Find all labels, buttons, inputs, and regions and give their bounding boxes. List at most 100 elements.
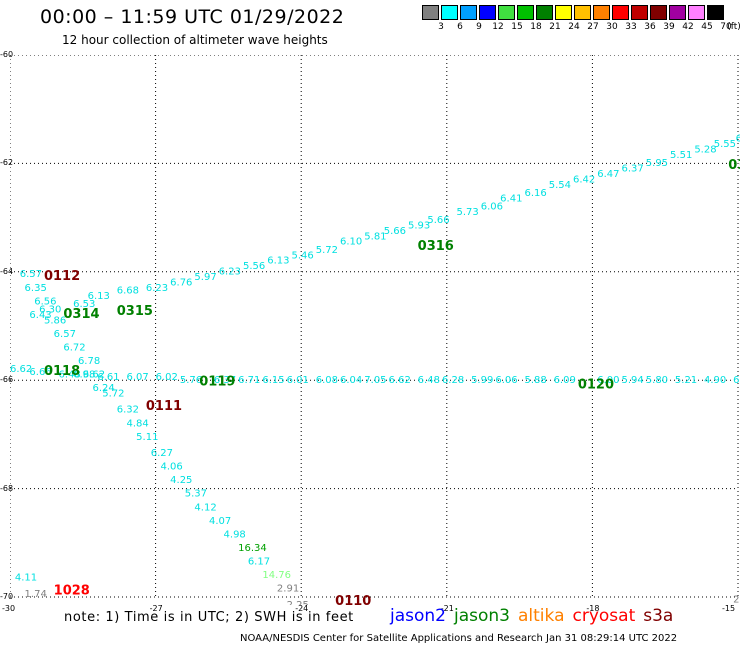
wave-height-value: 2.25 (287, 600, 309, 605)
wave-height-value: 6.02 (156, 372, 178, 383)
wave-height-value: 6.42 (573, 174, 595, 185)
wave-height-value: 7.05 (364, 375, 386, 386)
satellite-name: cryosat (572, 606, 636, 626)
wave-height-value: 6.13 (267, 256, 289, 267)
wave-height-value: 6.62 (10, 364, 32, 375)
wave-height-value: 4.90 (704, 375, 726, 386)
legend-label: 24 (568, 22, 580, 32)
longitude-tick-label: -30 (2, 604, 16, 613)
wave-height-value: 6.27 (151, 448, 173, 459)
wave-height-value: 6.47 (597, 169, 619, 180)
legend-label: 36 (644, 22, 656, 32)
pass-time-label: 0118 (44, 364, 80, 379)
latitude-tick-label: -62 (0, 158, 14, 168)
satellite-name: s3a (643, 606, 674, 626)
wave-height-value: 5.73 (457, 207, 479, 218)
latitude-tick-label: -60 (0, 50, 14, 59)
legend-swatch (460, 5, 477, 20)
wave-height-value: 6.06 (481, 201, 503, 212)
satellite-legend: jason2 jason3 altika cryosat s3a (390, 606, 681, 626)
wave-height-value: 6 (733, 375, 739, 386)
wave-height-value: 6.62 (389, 375, 411, 386)
satellite-name: altika (518, 606, 565, 626)
longitude-tick-label: -24 (295, 604, 309, 613)
wave-height-value: 1.74 (25, 589, 47, 600)
latitude-tick-label: -64 (0, 266, 14, 276)
wave-height-value: 5.28 (694, 145, 716, 156)
wave-height-value: 4.84 (126, 418, 148, 429)
wave-height-value: 6.32 (117, 405, 139, 416)
pass-time-label: 0120 (578, 377, 614, 392)
legend-label: 18 (530, 22, 542, 32)
wave-height-value: 6.35 (25, 283, 47, 294)
wave-height-value: 5.72 (102, 388, 124, 399)
units-note: note: 1) Time is in UTC; 2) SWH is in fe… (64, 610, 354, 625)
wave-height-value: 5.66 (427, 215, 449, 226)
wave-height-value: 5.54 (549, 180, 571, 191)
wave-height-value: 6.13 (88, 291, 110, 302)
legend-swatch (650, 5, 667, 20)
wave-height-value: 6.43 (29, 310, 51, 321)
legend-label: 39 (663, 22, 675, 32)
legend-swatch (688, 5, 705, 20)
wave-height-value: 6.76 (170, 277, 192, 288)
wave-height-value: 4.12 (194, 502, 216, 513)
wave-height-value: 6.23 (146, 283, 168, 294)
longitude-tick-label: -21 (440, 604, 454, 613)
wave-height-value: 16.34 (238, 543, 267, 554)
wave-height-value: 5.93 (408, 220, 430, 231)
wave-height-value: 6.23 (219, 267, 241, 278)
wave-height-value: 2.8 (733, 594, 740, 605)
legend-label: 45 (701, 22, 713, 32)
pass-time-label: 0314 (63, 307, 99, 322)
pass-time-label: 0317 (728, 158, 740, 173)
wave-height-value: 6.71 (238, 375, 260, 386)
wave-height-value: 5.66 (384, 226, 406, 237)
legend-label: 33 (625, 22, 637, 32)
legend-label: 15 (511, 22, 523, 32)
legend-swatch (631, 5, 648, 20)
legend-label: 9 (476, 22, 482, 32)
legend-swatch (498, 5, 515, 20)
wave-height-value: 4.25 (170, 475, 192, 486)
legend-swatch (536, 5, 553, 20)
wave-height-value: 6.72 (63, 342, 85, 353)
wave-height-value: 6.98 (73, 369, 95, 380)
wave-height-value: 6.01 (287, 375, 309, 386)
wave-height-value: 6.16 (524, 188, 546, 199)
wave-height-value: 6.15 (262, 375, 284, 386)
legend-label: 30 (606, 22, 618, 32)
latitude-tick-label: -68 (0, 483, 14, 493)
wave-height-value: 6.37 (622, 164, 644, 175)
wave-height-value: 6.62 (83, 369, 105, 380)
wave-height-value: 6.10 (340, 237, 362, 248)
legend-label: 21 (549, 22, 561, 32)
legend-label: 70 (720, 22, 732, 32)
pass-time-label: 0110 (335, 594, 371, 605)
legend-label: 42 (682, 22, 694, 32)
wave-height-value: 6.61 (97, 372, 119, 383)
wave-height-value: 6.04 (340, 375, 362, 386)
pass-time-label: 0119 (199, 375, 235, 390)
pass-time-label: 0112 (44, 269, 80, 284)
wave-height-value: 5.86 (44, 315, 66, 326)
wave-height-value: 6.56 (34, 296, 56, 307)
wave-height-value: 5.11 (136, 432, 158, 443)
wave-height-value: 6.57 (20, 269, 42, 280)
wave-height-value: 5.72 (316, 245, 338, 256)
legend-swatch (517, 5, 534, 20)
latitude-tick-label: -66 (0, 375, 14, 385)
legend-label: 27 (587, 22, 599, 32)
legend-swatch (422, 5, 439, 20)
wave-height-value: 6.41 (500, 193, 522, 204)
map-title: 00:00 – 11:59 UTC 01/29/2022 (40, 6, 345, 28)
wave-height-value: 6.30 (39, 304, 61, 315)
wave-height-value: 6.28 (442, 375, 464, 386)
wave-height-value: 6.37 (214, 375, 236, 386)
wave-height-value: 2.91 (277, 584, 299, 595)
wave-height-value: 6.00 (597, 375, 619, 386)
legend-swatch (612, 5, 629, 20)
wave-height-value: 6.48 (59, 369, 81, 380)
wave-height-value: 5.56 (243, 261, 265, 272)
wave-height-value: 6.53 (73, 299, 95, 310)
